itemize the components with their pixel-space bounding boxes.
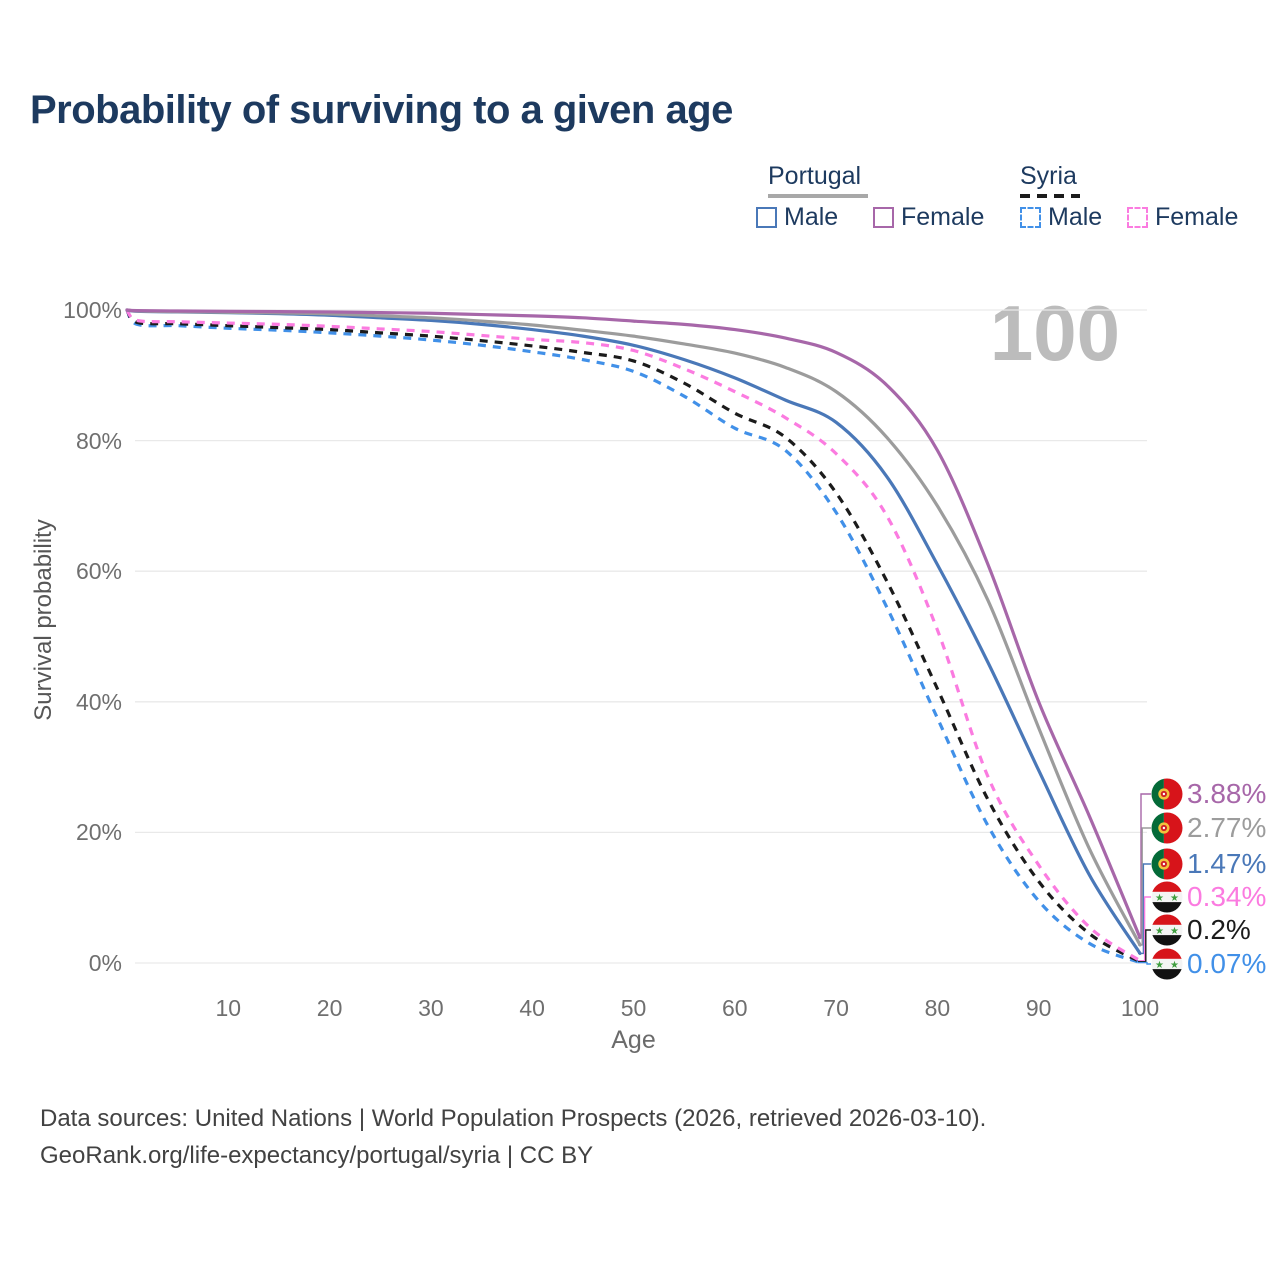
portugal-solid-line-swatch-icon	[768, 194, 868, 198]
x-tick-50: 50	[620, 995, 647, 1021]
curve-syria-female[interactable]	[125, 308, 1141, 963]
syria-flag-icon: ★ ★	[1151, 948, 1183, 980]
end-value-syria-both: 0.2%	[1187, 914, 1251, 945]
attribution-note: GeoRank.org/life-expectancy/portugal/syr…	[40, 1142, 594, 1169]
end-connector-portugal-female	[1138, 793, 1151, 939]
x-tick-30: 30	[418, 995, 444, 1021]
star-icon: ★	[1170, 960, 1179, 971]
legend-item-label: Male	[784, 203, 839, 231]
legend-item-label: Female	[1155, 203, 1239, 231]
y-tick-60%: 60%	[75, 558, 122, 585]
star-icon: ★	[1170, 893, 1179, 904]
age-counter-watermark: 100	[989, 289, 1120, 377]
x-axis-title: Age	[611, 1026, 656, 1054]
page-title: Probability of surviving to a given age	[30, 88, 733, 132]
y-axis-title: Survival probability	[30, 519, 57, 721]
curve-syria-both[interactable]	[125, 308, 1141, 964]
curve-syria-male[interactable]	[125, 309, 1141, 965]
legend-item-portugal-male[interactable]: Male	[756, 205, 838, 230]
x-tick-60: 60	[722, 995, 748, 1021]
syria-flag-icon: ★ ★	[1151, 881, 1183, 913]
syria-male-swatch-icon	[1020, 207, 1041, 228]
end-value-syria-male: 0.07%	[1187, 948, 1267, 979]
x-tick-70: 70	[823, 995, 849, 1021]
x-tick-100: 100	[1120, 995, 1160, 1021]
y-tick-20%: 20%	[75, 819, 122, 846]
star-icon: ★	[1155, 893, 1164, 904]
x-tick-90: 90	[1025, 995, 1052, 1021]
end-connector-syria-male	[1138, 961, 1151, 965]
curve-portugal-both[interactable]	[125, 308, 1142, 947]
legend-item-portugal-female[interactable]: Female	[873, 205, 984, 230]
star-icon: ★	[1155, 926, 1164, 937]
portugal-male-swatch-icon	[756, 207, 777, 228]
end-connector-syria-both	[1138, 929, 1151, 963]
x-tick-20: 20	[316, 995, 343, 1021]
legend-item-syria-male[interactable]: Male	[1020, 205, 1102, 230]
legend-item-label: Female	[901, 203, 985, 231]
end-connector-portugal-both	[1138, 827, 1151, 946]
syria-flag-icon: ★ ★	[1151, 914, 1183, 946]
curve-portugal-male[interactable]	[125, 308, 1142, 956]
end-value-portugal-male: 1.47%	[1187, 848, 1267, 879]
y-tick-100%: 100%	[63, 297, 122, 323]
footer: Data sources: United Nations | World Pop…	[40, 1100, 986, 1174]
end-connector-portugal-male	[1138, 863, 1151, 955]
x-tick-80: 80	[924, 995, 951, 1021]
y-tick-80%: 80%	[75, 427, 122, 454]
portugal-flag-icon	[1151, 848, 1183, 880]
curve-portugal-female[interactable]	[125, 308, 1142, 940]
legend-item-syria-female[interactable]: Female	[1127, 205, 1238, 230]
data-sources-note: Data sources: United Nations | World Pop…	[40, 1105, 987, 1132]
syria-dashed-line-swatch-icon	[1020, 194, 1080, 198]
portugal-female-swatch-icon	[873, 207, 894, 228]
legend-group-portugal[interactable]: Portugal	[768, 162, 862, 190]
legend-group-syria[interactable]: Syria	[1020, 162, 1077, 190]
star-icon: ★	[1170, 926, 1179, 937]
syria-female-swatch-icon	[1127, 207, 1148, 228]
portugal-flag-icon	[1151, 812, 1183, 844]
end-value-syria-female: 0.34%	[1187, 881, 1267, 912]
star-icon: ★	[1155, 960, 1164, 971]
end-value-portugal-both: 2.77%	[1187, 812, 1267, 843]
end-connector-syria-female	[1138, 896, 1151, 962]
x-tick-10: 10	[215, 995, 242, 1021]
x-tick-40: 40	[519, 995, 545, 1021]
legend-item-label: Male	[1048, 203, 1103, 231]
portugal-flag-icon	[1151, 778, 1183, 810]
y-tick-40%: 40%	[75, 688, 122, 715]
y-tick-0%: 0%	[88, 950, 122, 976]
end-value-portugal-female: 3.88%	[1187, 778, 1267, 809]
